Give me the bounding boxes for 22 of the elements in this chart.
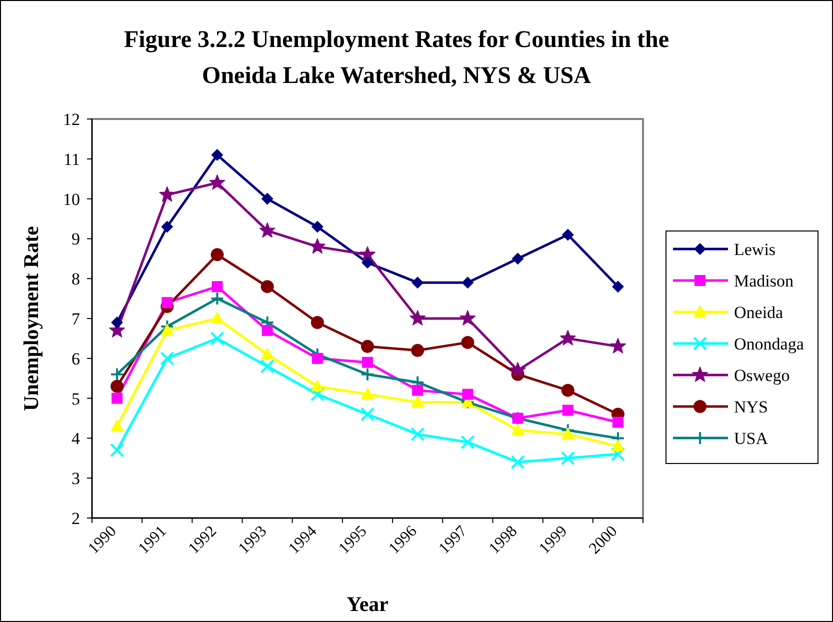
- legend-label: Onondaga: [734, 334, 804, 354]
- legend-label: Lewis: [734, 240, 776, 259]
- y-tick-label: 10: [63, 190, 80, 209]
- y-tick-label: 4: [72, 429, 80, 448]
- y-tick-label: 8: [72, 270, 80, 289]
- y-tick-label: 3: [72, 469, 80, 488]
- y-tick-label: 12: [63, 110, 80, 129]
- x-tick-label: 1991: [135, 522, 170, 558]
- legend-label: NYS: [734, 397, 768, 416]
- legend-label: Oneida: [734, 302, 784, 322]
- y-tick-label: 7: [72, 309, 80, 328]
- y-tick-label: 6: [72, 349, 80, 368]
- legend-label: USA: [734, 428, 769, 448]
- y-tick-label: 11: [64, 150, 80, 169]
- y-tick-label: 2: [72, 508, 80, 528]
- y-axis-title: Unemployment Rate: [19, 226, 43, 411]
- y-tick-label: 5: [72, 389, 80, 408]
- y-tick-label: 9: [72, 230, 80, 249]
- chart-title: Figure 3.2.2 Unemployment Rates for Counties in the Oneida Lake Watershed, NYS & USA: [124, 27, 670, 89]
- legend-label: Oswego: [734, 366, 790, 385]
- x-axis-title: Year: [346, 592, 388, 616]
- legend-label: Madison: [734, 271, 794, 290]
